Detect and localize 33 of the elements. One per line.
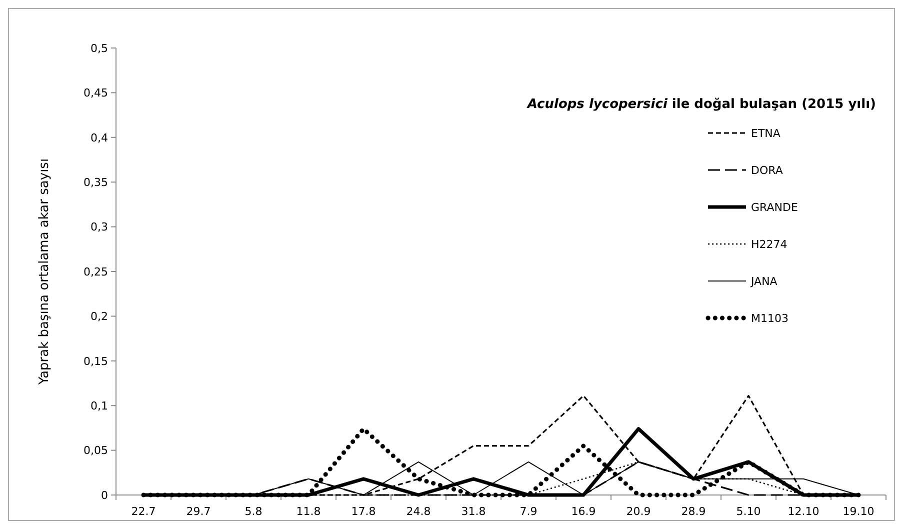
x-tick-label: 28.9 bbox=[681, 505, 706, 518]
y-tick-label: 0,5 bbox=[90, 42, 108, 55]
x-tick-label: 12.10 bbox=[788, 505, 820, 518]
y-tick-label: 0,1 bbox=[90, 399, 108, 412]
x-tick-label: 17.8 bbox=[351, 505, 376, 518]
y-axis-title: Yaprak başına ortalama akar sayısı bbox=[37, 158, 52, 386]
y-tick-label: 0 bbox=[101, 488, 108, 502]
y-tick-label: 0,45 bbox=[84, 86, 108, 100]
legend-label: GRANDE bbox=[751, 200, 798, 214]
x-tick-label: 5.10 bbox=[736, 505, 761, 518]
x-tick-label: 24.8 bbox=[406, 505, 431, 518]
legend-label: JANA bbox=[750, 274, 778, 288]
x-tick-label: 29.7 bbox=[186, 505, 211, 518]
x-tick-label: 20.9 bbox=[626, 505, 651, 518]
x-tick-label: 5.8 bbox=[244, 505, 262, 518]
y-tick-label: 0,25 bbox=[84, 265, 108, 278]
x-tick-label: 16.9 bbox=[571, 505, 596, 518]
y-tick-label: 0,4 bbox=[90, 131, 108, 144]
x-tick-label: 19.10 bbox=[842, 505, 874, 518]
y-tick-label: 0,35 bbox=[84, 176, 108, 189]
y-tick-label: 0,15 bbox=[84, 354, 108, 368]
y-tick-label: 0,2 bbox=[90, 310, 108, 324]
x-tick-label: 7.9 bbox=[520, 505, 538, 518]
y-tick-label: 0,3 bbox=[90, 220, 108, 234]
legend-label: DORA bbox=[751, 164, 784, 177]
x-tick-label: 11.8 bbox=[296, 505, 321, 518]
y-tick-label: 0,05 bbox=[84, 444, 108, 458]
legend-label: ETNA bbox=[751, 126, 781, 140]
legend-label: H2274 bbox=[751, 238, 788, 251]
text: Aculops lycopersici ile doğal bulaşan (2015 yılı) bbox=[526, 97, 876, 112]
x-tick-label: 31.8 bbox=[461, 505, 486, 518]
legend-label: M1103 bbox=[751, 312, 788, 325]
x-tick-label: 22.7 bbox=[131, 505, 156, 518]
